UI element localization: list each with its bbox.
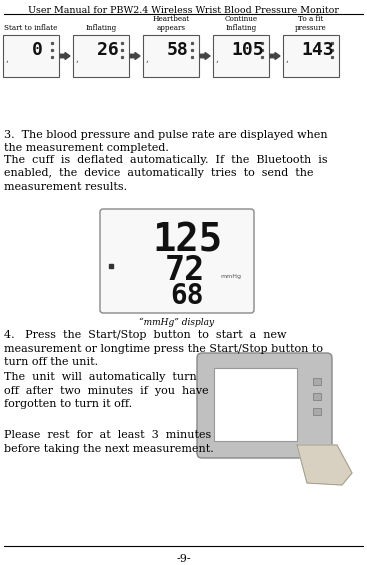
FancyBboxPatch shape xyxy=(143,35,199,77)
Text: forgotten to turn it off.: forgotten to turn it off. xyxy=(4,399,132,409)
FancyArrow shape xyxy=(130,53,140,59)
Text: User Manual for PBW2.4 Wireless Wrist Blood Pressure Monitor: User Manual for PBW2.4 Wireless Wrist Bl… xyxy=(28,6,339,15)
Text: ,: , xyxy=(215,55,218,64)
FancyBboxPatch shape xyxy=(100,209,254,313)
Text: 58: 58 xyxy=(167,41,189,59)
Text: 26: 26 xyxy=(97,41,119,59)
FancyArrow shape xyxy=(200,53,210,59)
Text: 72: 72 xyxy=(164,254,204,287)
Text: turn off the unit.: turn off the unit. xyxy=(4,357,98,367)
Bar xyxy=(214,368,297,441)
Text: measurement results.: measurement results. xyxy=(4,182,127,192)
Text: Heartbeat
appears: Heartbeat appears xyxy=(152,15,190,32)
Text: ,: , xyxy=(285,55,288,64)
Text: “mmHg” display: “mmHg” display xyxy=(139,318,215,327)
Text: The  unit  will  automatically  turn: The unit will automatically turn xyxy=(4,372,197,382)
Text: ,: , xyxy=(5,55,8,64)
Text: 125: 125 xyxy=(152,222,222,260)
Text: enabled,  the  device  automatically  tries  to  send  the: enabled, the device automatically tries … xyxy=(4,168,313,179)
Text: -9-: -9- xyxy=(176,554,191,564)
FancyArrow shape xyxy=(270,53,280,59)
FancyArrow shape xyxy=(60,53,70,59)
Text: 3.  The blood pressure and pulse rate are displayed when: 3. The blood pressure and pulse rate are… xyxy=(4,130,328,140)
Text: ,: , xyxy=(75,55,78,64)
Text: ,: , xyxy=(145,55,148,64)
Bar xyxy=(313,393,321,400)
Text: 143: 143 xyxy=(301,41,334,59)
Bar xyxy=(313,378,321,385)
Text: 4.   Press  the  Start/Stop  button  to  start  a  new: 4. Press the Start/Stop button to start … xyxy=(4,330,287,340)
Text: The  cuff  is  deflated  automatically.  If  the  Bluetooth  is: The cuff is deflated automatically. If t… xyxy=(4,155,328,165)
Text: 68: 68 xyxy=(171,282,204,310)
Text: the measurement completed.: the measurement completed. xyxy=(4,143,169,153)
Text: To a fit
pressure: To a fit pressure xyxy=(295,15,327,32)
FancyBboxPatch shape xyxy=(73,35,129,77)
Text: off  after  two  minutes  if  you  have: off after two minutes if you have xyxy=(4,385,208,396)
Text: 0: 0 xyxy=(32,41,43,59)
Polygon shape xyxy=(297,445,352,485)
Text: measurement or longtime press the Start/Stop button to: measurement or longtime press the Start/… xyxy=(4,344,323,354)
Text: Start to inflate: Start to inflate xyxy=(4,24,58,32)
Text: Inflating: Inflating xyxy=(86,24,117,32)
Bar xyxy=(313,408,321,415)
Text: before taking the next measurement.: before taking the next measurement. xyxy=(4,444,214,454)
FancyBboxPatch shape xyxy=(197,353,332,458)
Text: 105: 105 xyxy=(232,41,264,59)
FancyBboxPatch shape xyxy=(283,35,339,77)
Text: Please  rest  for  at  least  3  minutes: Please rest for at least 3 minutes xyxy=(4,430,211,440)
Text: mmHg: mmHg xyxy=(220,274,241,279)
FancyBboxPatch shape xyxy=(213,35,269,77)
Text: Continue
Inflating: Continue Inflating xyxy=(225,15,258,32)
FancyBboxPatch shape xyxy=(3,35,59,77)
